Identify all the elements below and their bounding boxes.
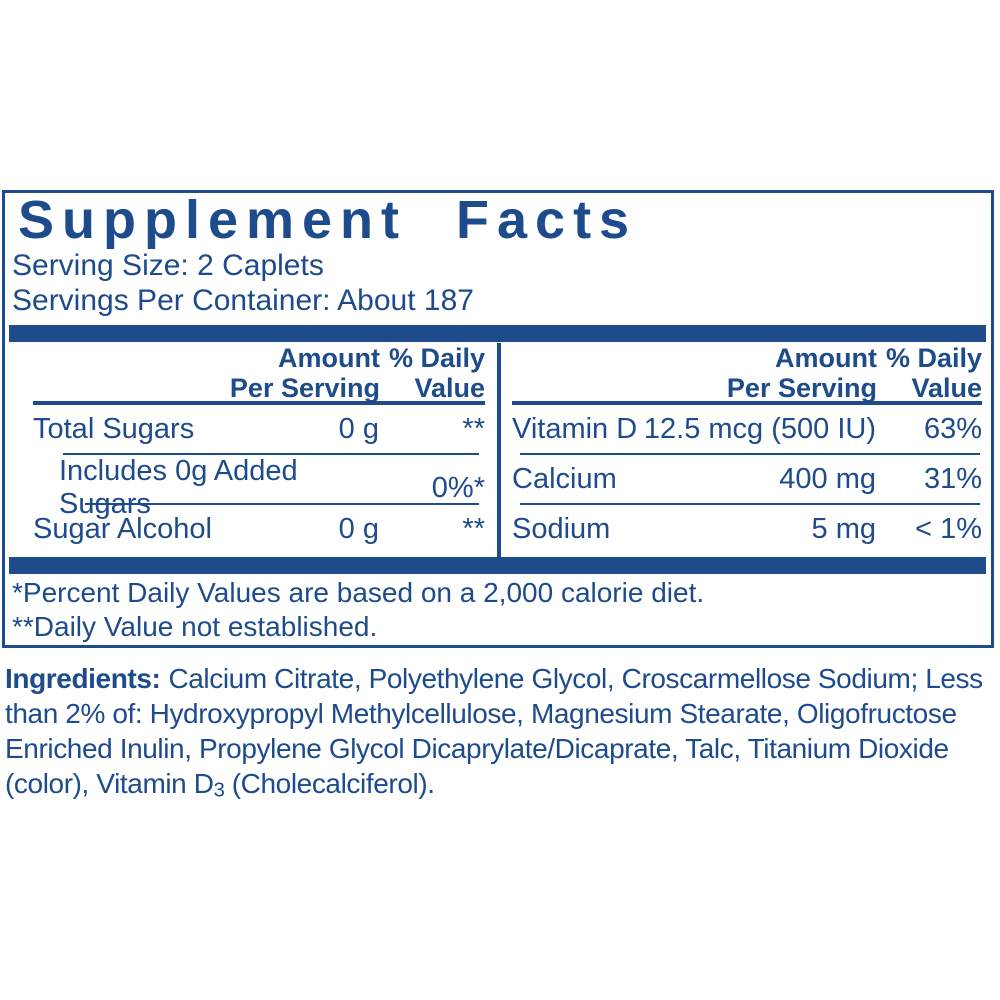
daily-header-line2: Value <box>414 373 485 403</box>
table-row-calcium: Calcium 400 mg 31% <box>512 455 982 503</box>
thick-rule-top <box>9 325 986 342</box>
facts-table: Amount Per Serving % Daily Value Total S… <box>8 343 987 557</box>
daily-value-header: % Daily Value <box>380 343 485 403</box>
serving-size-text: Serving Size: 2 Caplets <box>12 249 324 282</box>
nutrient-name: Sodium <box>512 512 611 545</box>
nutrient-daily-value: 31% <box>923 462 982 495</box>
column-divider <box>497 343 501 557</box>
table-row-sugar-alcohol: Sugar Alcohol 0 g ** <box>33 505 485 553</box>
nutrient-name: Calcium <box>512 462 617 495</box>
table-row-total-sugars: Total Sugars 0 g ** <box>33 405 485 453</box>
row-separator <box>520 453 980 455</box>
amount-header-line2: Per Serving <box>726 373 877 403</box>
nutrient-amount: 12.5 mcg (500 IU) <box>643 412 876 445</box>
daily-value-header: % Daily Value <box>877 343 982 403</box>
servings-per-container-text: Servings Per Container: About 187 <box>12 284 474 317</box>
daily-header-line2: Value <box>911 373 982 403</box>
nutrient-name: Includes 0g Added Sugars <box>59 455 298 520</box>
row-separator <box>85 503 479 505</box>
thick-rule-bottom <box>9 557 986 574</box>
table-row-sodium: Sodium 5 mg < 1% <box>512 505 982 553</box>
table-row-vitamin-d: Vitamin D 12.5 mcg (500 IU) 63% <box>512 405 982 453</box>
nutrient-daily-value: < 1% <box>915 512 982 545</box>
column-header-left: Amount Per Serving % Daily Value <box>33 343 485 405</box>
ingredients-paragraph: Ingredients: Calcium Citrate, Polyethylen… <box>5 661 995 809</box>
amount-per-serving-header: Amount Per Serving <box>727 343 877 403</box>
nutrient-name: Sugar Alcohol <box>33 512 212 545</box>
row-separator <box>63 453 479 455</box>
facts-column-left: Amount Per Serving % Daily Value Total S… <box>8 343 497 557</box>
nutrient-name: Vitamin D <box>512 412 638 445</box>
vitamin-d-subscript: 3 <box>213 779 225 802</box>
table-row-added-sugars: Includes 0g Added Sugars 0%* <box>33 455 485 520</box>
nutrient-amount: 400 mg <box>779 462 876 495</box>
nutrient-amount: 5 mg <box>811 512 876 545</box>
nutrient-daily-value: ** <box>462 412 485 445</box>
footnote-daily-values: *Percent Daily Values are based on a 2,0… <box>12 577 705 608</box>
nutrient-daily-value: ** <box>462 512 485 545</box>
nutrient-amount: 0 g <box>338 512 379 545</box>
panel-title: Supplement Facts <box>18 190 638 250</box>
footnote-not-established: **Daily Value not established. <box>12 611 378 642</box>
facts-column-right: Amount Per Serving % Daily Value Vitamin… <box>501 343 987 557</box>
daily-header-line1: % Daily <box>885 343 982 373</box>
ingredients-tail: (Cholecalciferol). <box>224 768 435 799</box>
nutrient-daily-value: 63% <box>923 412 982 445</box>
amount-header-line2: Per Serving <box>229 373 380 403</box>
supplement-facts-panel: Supplement Facts Serving Size: 2 Caplets… <box>2 190 994 648</box>
column-header-right: Amount Per Serving % Daily Value <box>512 343 982 405</box>
ingredients-body: Calcium Citrate, Polyethylene Glycol, Cr… <box>5 663 983 799</box>
nutrient-amount: 0 g <box>338 412 379 445</box>
amount-per-serving-header: Amount Per Serving <box>230 343 380 403</box>
daily-header-line1: % Daily <box>388 343 485 373</box>
ingredients-label: Ingredients: <box>5 663 161 694</box>
nutrient-daily-value: 0%* <box>431 471 485 504</box>
amount-header-line1: Amount <box>278 343 380 373</box>
amount-header-line1: Amount <box>775 343 877 373</box>
row-separator <box>520 503 980 505</box>
nutrient-name: Total Sugars <box>33 412 195 445</box>
